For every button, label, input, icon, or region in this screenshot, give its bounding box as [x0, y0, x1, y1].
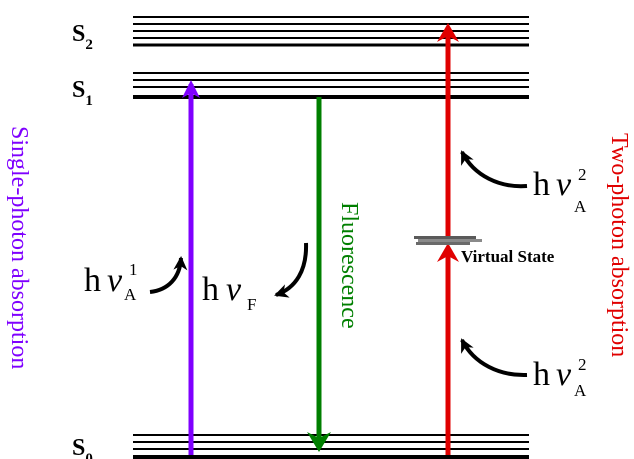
svg-text:ν: ν [226, 271, 242, 308]
photon-label-fluorescence: h ν F [202, 271, 256, 314]
svg-text:ν: ν [556, 356, 572, 393]
svg-text:h: h [202, 271, 219, 308]
photon-label-absorption-two-upper: h ν 2 A [533, 165, 587, 216]
svg-text:1: 1 [129, 260, 138, 279]
svg-text:A: A [124, 285, 137, 304]
svg-text:A: A [574, 197, 587, 216]
s0-subscript: 0 [85, 451, 93, 459]
svg-text:ν: ν [107, 262, 123, 299]
single-photon-label: Single-photon absorption [6, 126, 32, 369]
curved-arrow-single-photon [150, 258, 181, 292]
svg-text:A: A [574, 381, 587, 400]
s2-subscript: 2 [85, 37, 93, 53]
svg-text:F: F [247, 295, 256, 314]
s1-label: S1 [72, 77, 93, 109]
two-photon-label: Two-photon absorption [606, 133, 632, 357]
svg-text:2: 2 [578, 355, 587, 374]
virtual-state-bar [414, 236, 482, 245]
s1-subscript: 1 [85, 93, 93, 109]
svg-text:ν: ν [556, 166, 572, 203]
curved-arrow-two-photon-lower [462, 340, 527, 375]
virtual-state-label: Virtual State [461, 247, 555, 266]
s2-label: S2 [72, 21, 93, 53]
photon-label-absorption-single: h ν 1 A [84, 260, 138, 304]
svg-text:h: h [84, 262, 101, 299]
svg-text:2: 2 [578, 165, 587, 184]
s2-level-lines [133, 17, 529, 45]
s0-label: S0 [72, 435, 93, 459]
curved-arrow-two-photon-upper [462, 152, 527, 186]
svg-text:h: h [533, 356, 550, 393]
fluorescence-label: Fluorescence [336, 202, 362, 329]
curved-arrow-fluorescence [276, 243, 306, 295]
photon-label-absorption-two-lower: h ν 2 A [533, 355, 587, 400]
svg-text:h: h [533, 166, 550, 203]
